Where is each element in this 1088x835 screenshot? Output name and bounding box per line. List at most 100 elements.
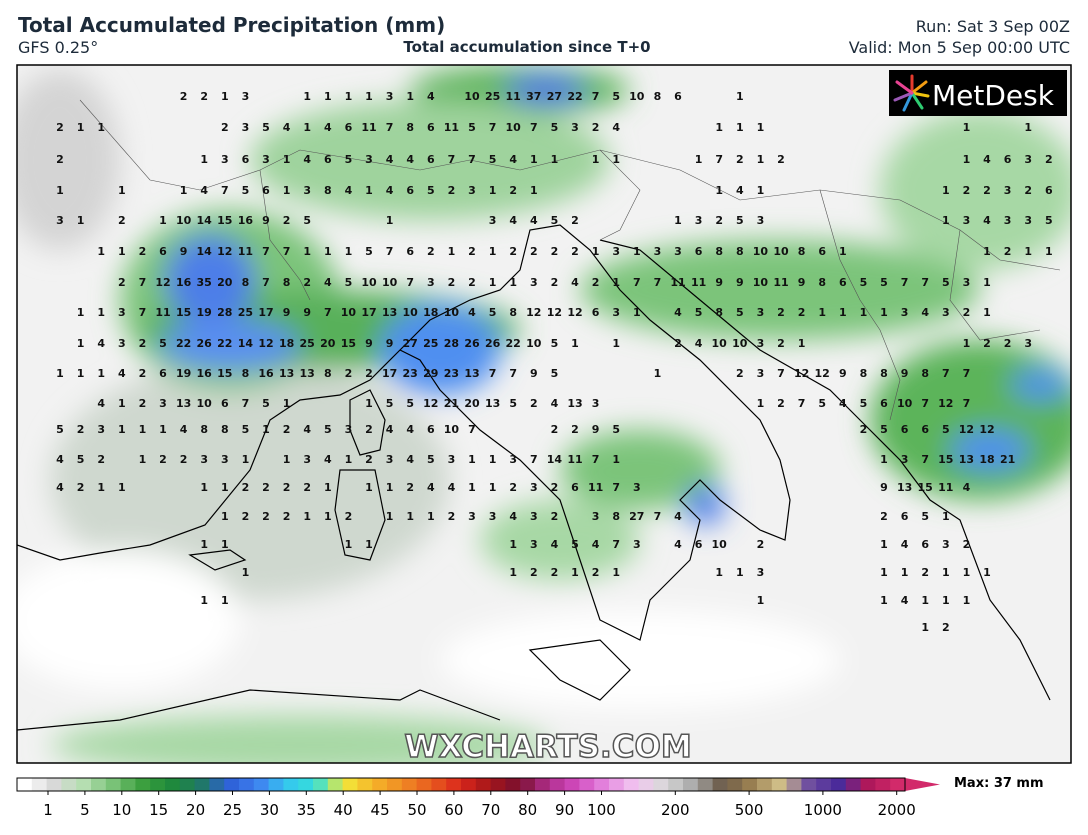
grid-value: 3 [200,453,208,466]
grid-value: 9 [736,276,744,289]
grid-value: 2 [674,337,682,350]
grid-value: 6 [839,276,847,289]
grid-value: 6 [818,245,826,258]
grid-value: 7 [963,367,971,380]
grid-value: 1 [303,510,311,523]
grid-value: 1 [118,423,126,436]
grid-value: 3 [757,367,765,380]
grid-value: 7 [592,90,600,103]
grid-value: 2 [509,184,517,197]
colorbar-tick-label: 200 [661,801,690,819]
grid-value: 1 [77,367,85,380]
colorbar-tick-label: 20 [186,801,205,819]
colorbar-segment [268,778,284,791]
grid-value: 11 [691,276,706,289]
grid-value: 1 [757,121,765,134]
grid-value: 1 [180,184,188,197]
grid-value: 2 [283,423,291,436]
grid-value: 1 [715,121,723,134]
grid-value: 13 [176,397,191,410]
grid-value: 3 [757,566,765,579]
grid-value: 2 [798,306,806,319]
grid-value: 5 [77,453,85,466]
colorbar-segment [224,778,240,791]
grid-value: 7 [942,367,950,380]
grid-value: 3 [963,276,971,289]
grid-value: 2 [303,481,311,494]
grid-value: 4 [509,214,517,227]
grid-value: 5 [942,276,950,289]
grid-value: 1 [221,481,229,494]
grid-value: 3 [633,481,641,494]
grid-value: 1 [983,245,991,258]
colorbar-segment [757,778,773,791]
grid-value: 2 [200,90,208,103]
colorbar-segment [431,778,447,791]
grid-value: 5 [860,397,868,410]
grid-value: 1 [56,184,64,197]
grid-value: 1 [736,566,744,579]
grid-value: 1 [448,245,456,258]
grid-value: 3 [97,423,105,436]
logo-icon [893,74,930,112]
grid-value: 12 [258,337,273,350]
colorbar-segment [120,778,136,791]
grid-value: 6 [695,538,703,551]
grid-value: 5 [880,276,888,289]
grid-value: 2 [97,453,105,466]
grid-value: 2 [1024,184,1032,197]
colorbar-frame [16,777,906,792]
grid-value: 6 [571,481,579,494]
grid-value: 1 [1024,245,1032,258]
grid-value: 16 [258,367,274,380]
grid-value: 3 [303,453,311,466]
grid-value: 8 [283,276,291,289]
grid-value: 7 [489,121,497,134]
grid-value: 4 [345,184,353,197]
colorbar-segment [342,778,358,791]
grid-value: 3 [1024,214,1032,227]
grid-value: 9 [283,306,291,319]
grid-value: 2 [56,121,64,134]
colorbar-tick-label: 100 [587,801,616,819]
grid-value: 2 [283,481,291,494]
grid-value: 10 [526,337,542,350]
grid-value: 4 [324,121,332,134]
grid-value: 2 [56,153,64,166]
grid-value: 3 [262,153,270,166]
grid-value: 1 [118,245,126,258]
grid-value: 1 [757,153,765,166]
grid-value: 4 [551,397,559,410]
grid-value: 21 [444,397,459,410]
grid-value: 2 [551,510,559,523]
grid-value: 2 [180,90,188,103]
grid-value: 1 [880,594,888,607]
grid-value: 1 [200,481,208,494]
grid-value: 2 [345,510,353,523]
grid-value: 3 [530,276,538,289]
grid-value: 4 [324,453,332,466]
grid-value: 1 [736,121,744,134]
grid-value: 2 [139,397,147,410]
grid-value: 1 [221,90,229,103]
grid-value: 1 [242,566,250,579]
grid-value: 3 [901,306,909,319]
grid-value: 1 [1024,121,1032,134]
grid-value: 5 [736,214,744,227]
grid-value: 2 [365,453,373,466]
grid-value: 6 [592,306,600,319]
grid-value: 7 [654,510,662,523]
grid-value: 1 [963,337,971,350]
colorbar-segment [875,778,891,791]
grid-value: 1 [736,90,744,103]
grid-value: 8 [818,276,826,289]
colorbar-segment [490,778,506,791]
colorbar-segment [194,778,210,791]
colorbar-tick-label: 80 [518,801,537,819]
grid-value: 3 [365,153,373,166]
grid-value: 1 [283,153,291,166]
colorbar-segment [668,778,684,791]
grid-value: 5 [612,423,620,436]
colorbar-tick-label: 500 [735,801,764,819]
